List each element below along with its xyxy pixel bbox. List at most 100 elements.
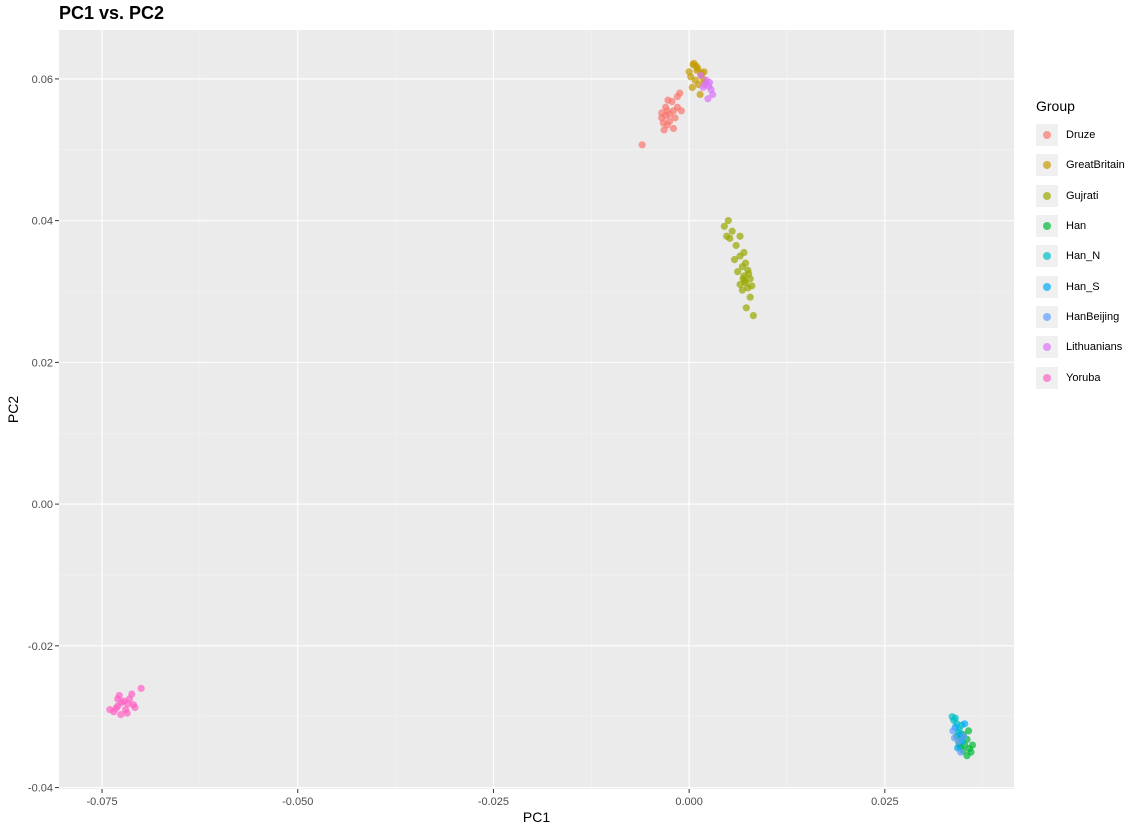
legend-key xyxy=(1036,124,1058,147)
legend-label: Yoruba xyxy=(1066,371,1101,384)
data-point xyxy=(687,73,695,81)
legend-item: GreatBritain xyxy=(1036,150,1125,180)
data-point xyxy=(704,95,712,103)
data-point xyxy=(949,727,957,735)
data-point xyxy=(739,275,747,283)
data-point xyxy=(137,684,145,692)
legend-dot xyxy=(1043,282,1051,291)
x-tick-label: 0.000 xyxy=(675,796,703,808)
legend-key xyxy=(1036,215,1058,238)
y-tick-label: 0.06 xyxy=(32,74,53,86)
data-point xyxy=(665,117,674,126)
data-point xyxy=(728,227,736,235)
series-druze xyxy=(638,89,685,149)
legend-item: Han_N xyxy=(1036,241,1125,271)
x-axis-title: PC1 xyxy=(523,809,550,825)
data-point xyxy=(671,114,679,122)
minor-gridlines xyxy=(59,30,1014,789)
legend-item: Lithuanians xyxy=(1036,332,1125,362)
data-point xyxy=(112,704,120,712)
data-point xyxy=(114,695,122,703)
data-point xyxy=(744,284,752,292)
data-point xyxy=(738,286,746,294)
legend-label: Han_N xyxy=(1066,250,1101,263)
data-point xyxy=(659,119,667,127)
legend-key xyxy=(1036,245,1058,268)
data-point xyxy=(738,263,746,271)
y-axis-ticks: -0.04 -0.02 0.00 0.02 0.04 0.06 xyxy=(28,74,59,795)
legend-dot xyxy=(1043,131,1051,140)
legend-title: Group xyxy=(1036,98,1075,114)
legend-key xyxy=(1036,184,1058,207)
data-point xyxy=(696,90,704,99)
y-tick-label: 0.02 xyxy=(32,357,53,369)
series-gujrati xyxy=(720,217,757,320)
legend-label: Han xyxy=(1066,220,1087,233)
legend-label: Gujrati xyxy=(1066,189,1099,202)
data-point xyxy=(117,710,125,719)
x-axis-ticks: -0.075 -0.050 -0.025 0.000 0.025 xyxy=(86,789,899,808)
data-point xyxy=(961,720,969,728)
data-point xyxy=(676,89,684,97)
data-point xyxy=(742,304,750,312)
legend-key xyxy=(1036,305,1058,328)
x-tick-label: 0.025 xyxy=(871,796,899,808)
data-point xyxy=(709,90,717,99)
legend-dot xyxy=(1043,373,1051,382)
legend-dot xyxy=(1043,343,1051,352)
data-point xyxy=(968,741,977,749)
data-point xyxy=(688,83,696,92)
data-point xyxy=(948,713,956,721)
legend-key xyxy=(1036,336,1058,359)
points-layer xyxy=(106,59,977,760)
series-yoruba xyxy=(106,684,145,719)
legend-item: Han xyxy=(1036,211,1125,241)
data-point xyxy=(124,700,132,708)
legend-item: HanBeijing xyxy=(1036,302,1125,332)
data-point xyxy=(699,83,707,92)
data-point xyxy=(734,268,742,276)
data-point xyxy=(963,752,971,760)
series-hanbeijing xyxy=(949,727,968,756)
legend-key xyxy=(1036,154,1058,177)
data-point xyxy=(660,126,668,134)
data-point xyxy=(749,311,757,320)
legend-dot xyxy=(1043,252,1051,261)
data-point xyxy=(697,71,705,79)
data-point xyxy=(638,141,646,149)
y-tick-label: 0.00 xyxy=(32,499,53,511)
data-point xyxy=(960,732,968,741)
legend-key xyxy=(1036,275,1058,298)
legend-item: Druze xyxy=(1036,120,1125,150)
data-point xyxy=(736,232,744,240)
data-point xyxy=(664,96,672,104)
data-point xyxy=(106,706,114,714)
data-point xyxy=(692,62,700,70)
data-point xyxy=(726,234,734,242)
data-point xyxy=(123,709,131,717)
data-point xyxy=(746,293,754,301)
y-axis-title: PC2 xyxy=(5,396,21,423)
data-point xyxy=(736,252,744,260)
data-point xyxy=(964,727,973,735)
x-tick-label: -0.075 xyxy=(86,796,117,808)
y-tick-label: -0.02 xyxy=(28,641,53,653)
data-point xyxy=(732,241,740,250)
data-point xyxy=(669,124,678,133)
data-point xyxy=(662,112,670,120)
legend-items: Druze GreatBritain Gujrati Han Han_N Han_S Han… xyxy=(1036,120,1125,393)
legend-item: Han_S xyxy=(1036,271,1125,301)
y-tick-label: -0.04 xyxy=(28,783,53,795)
legend-label: Druze xyxy=(1066,129,1096,142)
data-point xyxy=(745,270,753,278)
series-lithuanians xyxy=(697,71,717,103)
legend-label: Lithuanians xyxy=(1066,341,1123,354)
data-point xyxy=(131,703,139,712)
major-gridlines xyxy=(59,30,1014,789)
panel-background xyxy=(59,30,1014,789)
data-point xyxy=(705,78,714,87)
data-point xyxy=(128,690,136,698)
legend-label: HanBeijing xyxy=(1066,310,1120,323)
legend-label: GreatBritain xyxy=(1066,159,1125,172)
